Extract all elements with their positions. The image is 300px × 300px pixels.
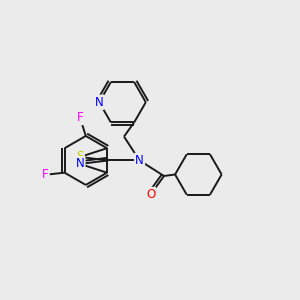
Text: N: N [95, 96, 103, 109]
Text: N: N [135, 154, 144, 167]
Text: N: N [76, 158, 84, 170]
Text: F: F [42, 168, 49, 181]
Text: S: S [76, 151, 84, 164]
Text: F: F [76, 111, 83, 124]
Text: O: O [146, 188, 155, 201]
